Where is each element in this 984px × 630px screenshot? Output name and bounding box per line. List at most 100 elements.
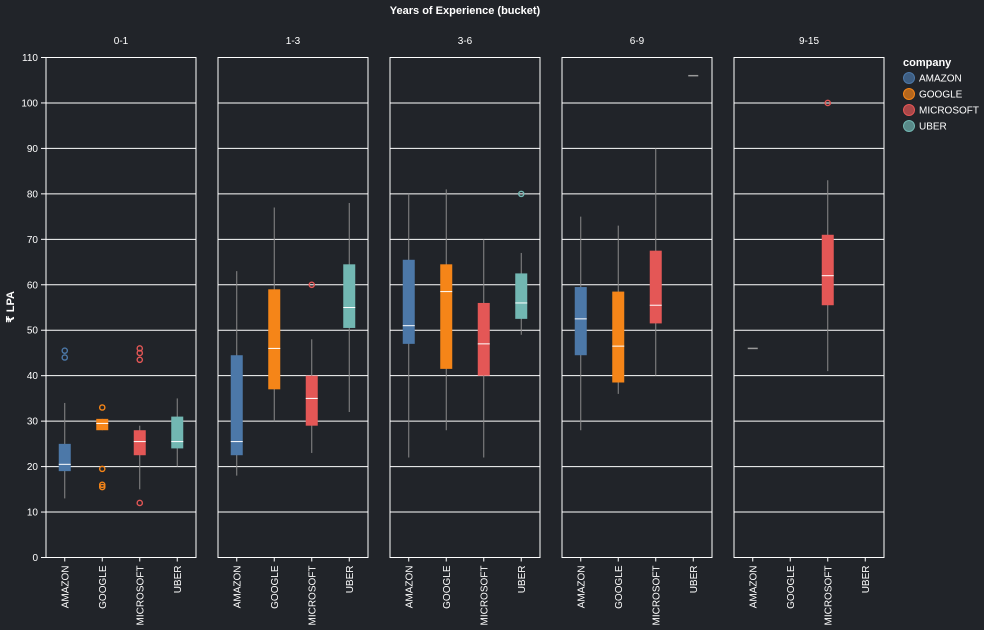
facet-label: 1-3 bbox=[286, 36, 301, 47]
y-tick-label: 0 bbox=[32, 553, 38, 564]
box-body bbox=[268, 289, 281, 390]
panel-frame bbox=[389, 57, 541, 558]
box-google bbox=[440, 189, 453, 431]
y-tick-label: 70 bbox=[27, 235, 39, 246]
y-axis: 0 10 20 30 40 50 60 70 80 90 100 110 bbox=[21, 53, 46, 564]
x-tick-label: MICROSOFT bbox=[651, 566, 662, 626]
outlier-point bbox=[98, 481, 106, 489]
legend-item-microsoft[interactable]: MICROSOFT bbox=[903, 104, 980, 117]
box-google bbox=[612, 225, 625, 394]
panel-frame bbox=[733, 57, 885, 558]
chart-title: Years of Experience (bucket) bbox=[390, 5, 541, 17]
y-axis-label: ₹ LPA bbox=[5, 291, 17, 323]
box-body bbox=[649, 250, 662, 324]
legend-swatch bbox=[903, 88, 915, 100]
outlier-point bbox=[517, 190, 525, 198]
box-uber bbox=[343, 202, 356, 413]
y-tick-label: 60 bbox=[27, 280, 39, 291]
x-tick-label: GOOGLE bbox=[442, 565, 453, 609]
x-tick-label: AMAZON bbox=[748, 566, 759, 609]
y-tick-label: 40 bbox=[27, 371, 39, 382]
box-body bbox=[133, 430, 146, 456]
box-microsoft bbox=[305, 281, 318, 453]
x-tick-label: UBER bbox=[689, 566, 700, 594]
legend-label: MICROSOFT bbox=[919, 106, 979, 117]
facet-panel-6-9: 6-9 AMAZON GOOGLE MICROSOFT UBER bbox=[561, 36, 713, 626]
box-microsoft bbox=[477, 239, 490, 458]
facet-label: 0-1 bbox=[114, 36, 129, 47]
outlier-point bbox=[98, 483, 106, 491]
legend-item-uber[interactable]: UBER bbox=[903, 120, 947, 133]
facet-panel-0-1: 0-1 AMAZON GOOGLE MICROSOFT UBER bbox=[45, 36, 197, 626]
box-body bbox=[171, 416, 184, 449]
x-tick-label: UBER bbox=[861, 566, 872, 594]
panel-frame bbox=[561, 57, 713, 558]
legend-item-google[interactable]: GOOGLE bbox=[903, 88, 963, 101]
legend-swatch bbox=[903, 72, 915, 84]
x-tick-label: AMAZON bbox=[232, 566, 243, 609]
box-body bbox=[477, 302, 490, 376]
x-tick-label: AMAZON bbox=[60, 566, 71, 609]
facet-panel-3-6: 3-6 AMAZON GOOGLE MICROSOFT UBER bbox=[389, 36, 541, 626]
outlier-point bbox=[136, 499, 144, 507]
box-uber bbox=[515, 190, 528, 335]
box-google bbox=[96, 404, 109, 491]
legend-label: AMAZON bbox=[919, 74, 962, 85]
x-tick-label: MICROSOFT bbox=[135, 566, 146, 626]
outlier-point bbox=[61, 347, 69, 354]
box-microsoft bbox=[649, 148, 662, 376]
facet-label: 6-9 bbox=[630, 36, 645, 47]
legend-item-amazon[interactable]: AMAZON bbox=[903, 72, 962, 85]
facet-panel-1-3: 1-3 AMAZON GOOGLE MICROSOFT UBER bbox=[217, 36, 369, 626]
box-google bbox=[268, 207, 281, 422]
x-tick-label: UBER bbox=[173, 566, 184, 594]
outlier-point bbox=[98, 465, 106, 473]
outlier-point bbox=[136, 349, 144, 357]
y-tick-label: 100 bbox=[21, 98, 38, 109]
facet-label: 3-6 bbox=[458, 36, 473, 47]
box-body bbox=[58, 443, 71, 472]
box-amazon bbox=[574, 216, 587, 431]
outlier-point bbox=[61, 354, 69, 361]
x-tick-label: GOOGLE bbox=[98, 565, 109, 609]
x-tick-label: UBER bbox=[517, 566, 528, 594]
legend-swatch bbox=[903, 120, 915, 132]
x-tick-label: AMAZON bbox=[404, 566, 415, 609]
x-tick-label: MICROSOFT bbox=[479, 566, 490, 626]
outlier-point bbox=[308, 281, 316, 289]
box-body bbox=[574, 287, 587, 356]
y-tick-label: 10 bbox=[27, 508, 39, 519]
y-tick-label: 90 bbox=[27, 144, 39, 155]
y-tick-label: 110 bbox=[22, 53, 38, 64]
box-body bbox=[343, 264, 356, 328]
box-body bbox=[305, 375, 318, 426]
box-body bbox=[821, 234, 834, 306]
box-body bbox=[440, 264, 453, 369]
x-tick-label: MICROSOFT bbox=[307, 566, 318, 626]
facet-panel-9-15: 9-15 AMAZON GOOGLE MICROSOFT UBER bbox=[733, 36, 885, 626]
box-body bbox=[402, 259, 415, 344]
y-tick-label: 20 bbox=[27, 462, 39, 473]
x-tick-label: AMAZON bbox=[576, 566, 587, 609]
box-body bbox=[230, 355, 243, 456]
box-uber bbox=[171, 398, 184, 467]
box-body bbox=[515, 273, 528, 319]
outlier-point bbox=[136, 356, 144, 364]
y-tick-label: 30 bbox=[27, 417, 39, 428]
box-body bbox=[612, 291, 625, 383]
y-tick-label: 80 bbox=[27, 189, 39, 200]
facet-label: 9-15 bbox=[799, 36, 819, 47]
legend-title: company bbox=[903, 57, 952, 69]
legend-label: UBER bbox=[919, 122, 947, 133]
legend[interactable]: company AMAZON GOOGLE MICROSOFT UBER bbox=[903, 57, 979, 133]
box-microsoft bbox=[133, 345, 146, 507]
outlier-point bbox=[824, 99, 832, 107]
x-tick-label: MICROSOFT bbox=[823, 566, 834, 626]
outlier-point bbox=[98, 404, 106, 411]
box-microsoft bbox=[821, 99, 834, 372]
x-tick-label: GOOGLE bbox=[270, 565, 281, 609]
panel-frame bbox=[217, 57, 369, 558]
y-tick-label: 50 bbox=[27, 326, 39, 337]
